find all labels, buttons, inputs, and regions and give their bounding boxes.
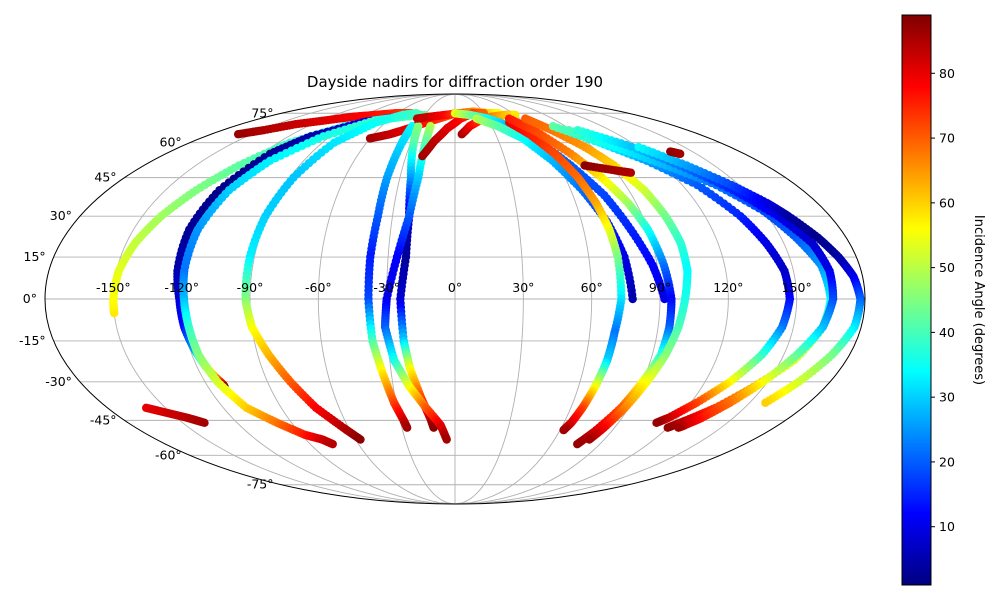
chart-title: Dayside nadirs for diffraction order 190 xyxy=(307,73,603,91)
data-point xyxy=(675,149,685,159)
lat-tick-label: -15° xyxy=(19,333,46,348)
colorbar-tick-label: 60 xyxy=(939,195,955,210)
map-boundary xyxy=(44,93,866,505)
colorbar-tick-label: 80 xyxy=(939,66,955,81)
longitude-tick-labels: -150° -120° -90° -60° -30° 0° 30° 60° 90° 120° 150… xyxy=(96,280,812,295)
data-tracks xyxy=(109,107,865,449)
data-point xyxy=(559,425,568,435)
lon-gridline xyxy=(249,93,456,505)
lon-tick-label: -120° xyxy=(164,280,199,295)
lat-tick-label: 60° xyxy=(160,135,182,150)
data-point xyxy=(626,168,636,177)
lat-tick-label: -75° xyxy=(247,477,274,492)
lat-tick-label: 30° xyxy=(50,208,72,223)
graticule-grid xyxy=(45,93,865,505)
lon-gridline xyxy=(454,93,798,505)
data-point xyxy=(628,294,637,304)
lat-tick-label: -30° xyxy=(45,374,72,389)
colorbar-tick-label: 20 xyxy=(939,454,955,469)
data-point xyxy=(402,423,412,432)
data-point xyxy=(761,398,770,407)
latitude-tick-labels: 75° 60° 45° 30° 15° 0° -15° -30° -45° -60° -75° xyxy=(19,105,273,491)
lon-tick-label: 0° xyxy=(448,280,462,295)
lat-tick-label: 45° xyxy=(94,170,116,185)
colorbar-label: Incidence Angle (degrees) xyxy=(971,215,986,385)
lon-tick-label: -30° xyxy=(373,280,400,295)
lon-tick-label: 120° xyxy=(713,280,743,295)
data-point xyxy=(573,439,582,449)
lon-gridline xyxy=(454,93,524,505)
colorbar-tick-label: 40 xyxy=(939,325,955,340)
data-point xyxy=(652,418,661,428)
lon-tick-label: 30° xyxy=(512,280,534,295)
lon-tick-label: -150° xyxy=(96,280,131,295)
lat-tick-label: 15° xyxy=(24,249,46,264)
lon-tick-label: 60° xyxy=(581,280,603,295)
colorbar-ticks: 10 20 30 40 50 60 70 80 xyxy=(931,66,955,534)
data-point xyxy=(663,423,672,432)
lon-tick-label: 150° xyxy=(782,280,812,295)
lat-tick-label: -60° xyxy=(155,447,182,462)
data-point xyxy=(356,435,365,444)
colorbar-tick-label: 50 xyxy=(939,260,955,275)
lon-tick-label: -90° xyxy=(237,280,264,295)
data-point xyxy=(674,423,683,432)
colorbar-tick-label: 10 xyxy=(939,519,955,534)
lat-tick-label: 75° xyxy=(251,105,273,120)
data-point xyxy=(200,418,209,428)
data-point xyxy=(585,435,594,444)
data-point xyxy=(442,435,451,444)
lon-gridline xyxy=(317,93,456,505)
data-point xyxy=(328,439,337,449)
lat-tick-label: 0° xyxy=(23,291,37,306)
lon-tick-label: 90° xyxy=(649,280,671,295)
lon-tick-label: -60° xyxy=(305,280,332,295)
colorbar-tick-label: 70 xyxy=(939,131,955,146)
data-point xyxy=(660,294,669,304)
colorbar-tick-label: 30 xyxy=(939,390,955,405)
colorbar xyxy=(901,14,932,586)
lat-tick-label: -45° xyxy=(90,412,117,427)
